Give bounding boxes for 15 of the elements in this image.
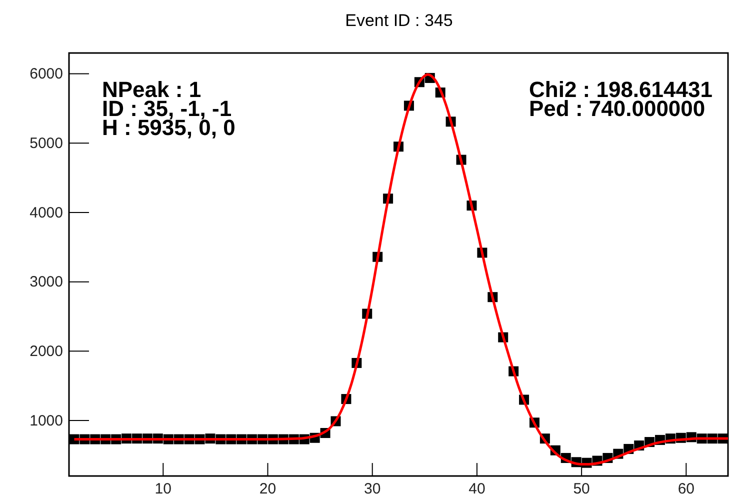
y-tick-label: 3000 [30,274,63,291]
x-tick-label: 10 [154,480,172,498]
y-tick-label: 1000 [30,412,63,430]
y-tick-label: 5000 [30,134,63,152]
annotation: NPeak : 1 [102,77,202,102]
chart-title: Event ID : 345 [345,11,453,30]
x-tick-label: 40 [468,480,486,498]
annotation: Ped : 740.000000 [529,96,706,121]
y-tick-label: 6000 [30,66,63,83]
y-tick-label: 4000 [30,204,63,222]
x-tick-label: 50 [573,480,590,498]
x-tick-label: 60 [678,480,695,498]
x-tick-label: 20 [259,480,276,498]
y-tick-label: 2000 [30,342,63,360]
x-tick-label: 30 [364,480,381,498]
